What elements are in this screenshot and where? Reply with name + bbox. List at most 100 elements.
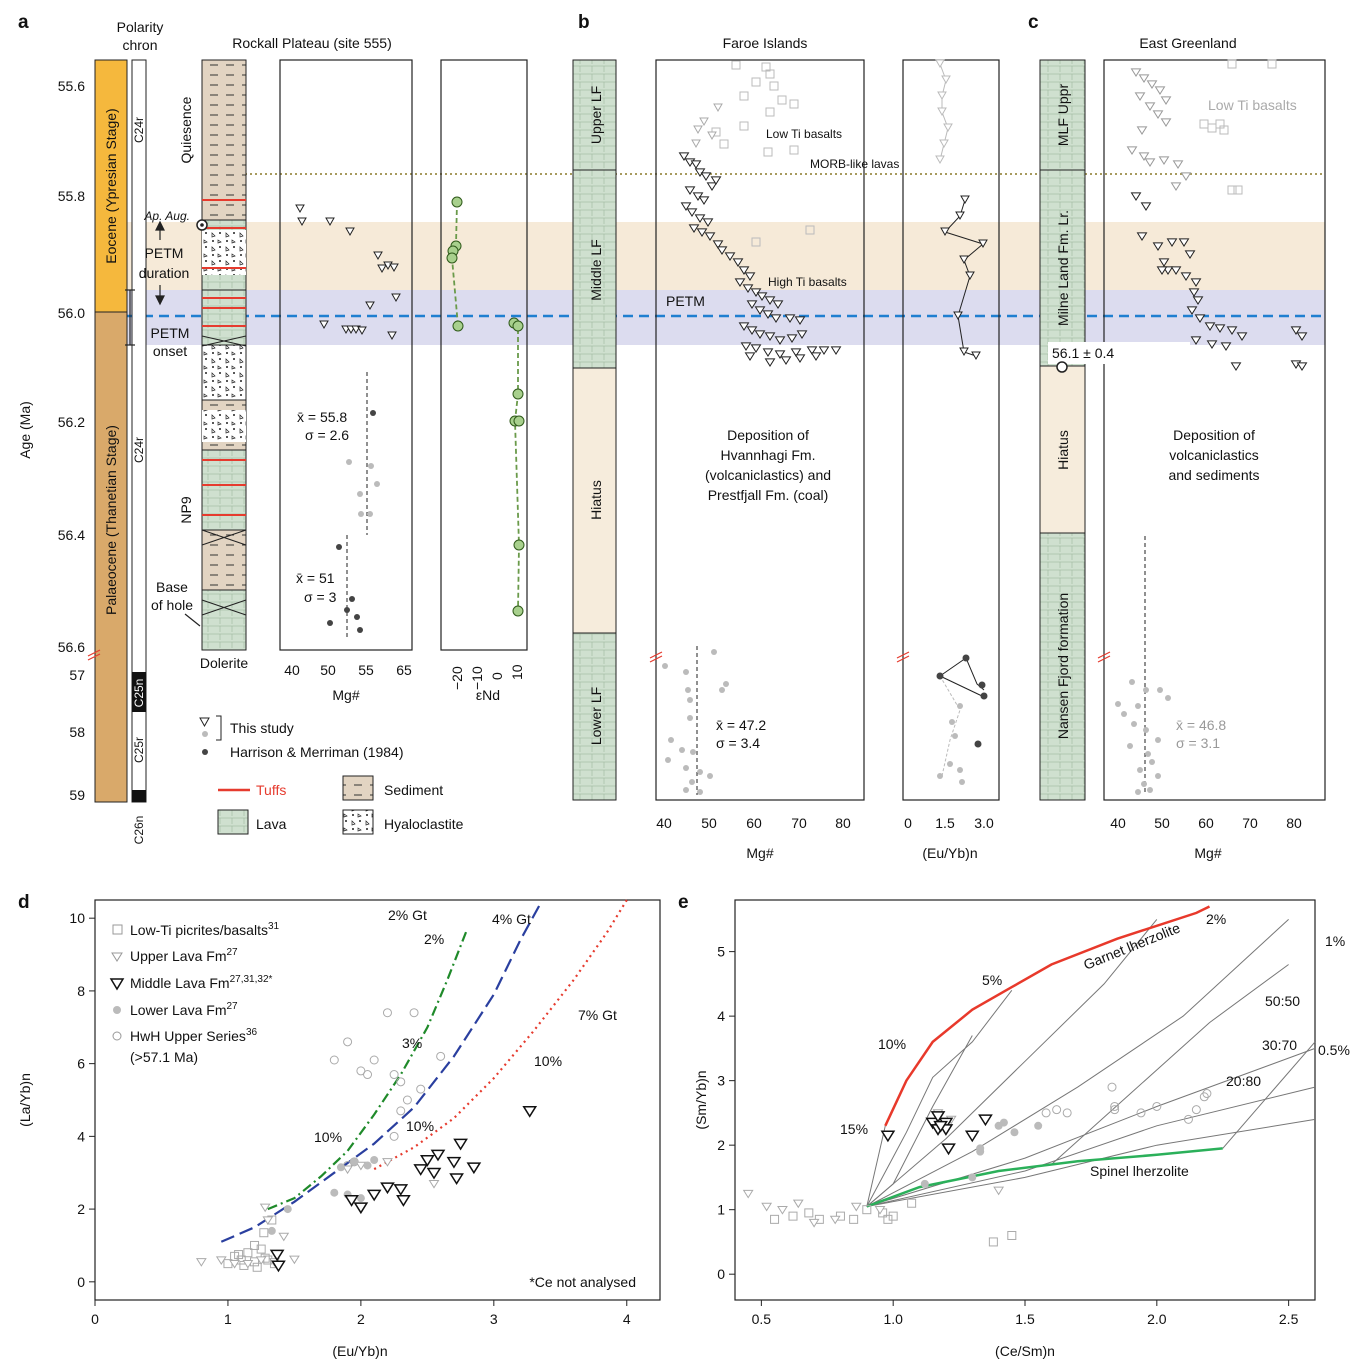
petm-arrows	[125, 220, 165, 346]
e-label-3070: 30:70	[1262, 1037, 1297, 1053]
d-upper-point	[195, 1258, 207, 1267]
palaeocene-label: Palaeocene (Thanetian Stage)	[103, 425, 119, 615]
d-curve-gt2	[267, 928, 469, 1211]
end-tick-10: 10	[509, 664, 525, 680]
faroe-mid-tri	[706, 182, 718, 191]
d-hwh-point	[382, 1008, 392, 1018]
faroe-mid-tri	[774, 350, 786, 359]
e-grid-line	[866, 1035, 973, 1207]
legend-d-middle: Middle Lava Fm27,31,32*	[130, 974, 273, 991]
e-spinel-curve	[866, 1147, 1223, 1208]
chron-c25n: C25n	[132, 679, 146, 708]
greenland-column: MLF Uppr Milne Land Fm. Lr. Hiatus Nanse…	[1039, 59, 1086, 801]
e-hwh-point	[1199, 1092, 1209, 1102]
e-grid-line	[1051, 964, 1289, 1165]
legend-d-upper: Upper Lava Fm27	[130, 947, 238, 964]
d-lower-point	[350, 1157, 359, 1166]
greenland-lower-dots	[1115, 679, 1171, 795]
gl-upper-tri	[1160, 96, 1172, 105]
chron-c25r: C25r	[132, 737, 146, 763]
d-upper-point	[262, 1216, 274, 1225]
e-hwh-point	[1107, 1082, 1117, 1092]
faroe-mid-tri	[796, 330, 808, 339]
rockall-mg-xlabel: Mg#	[332, 687, 359, 703]
faroe-mid-tri	[764, 358, 776, 367]
panel-letter-e: e	[678, 892, 689, 913]
end-tick-0: 0	[489, 672, 505, 680]
end-point	[513, 539, 525, 551]
e-label-p1: 1%	[1325, 933, 1345, 949]
rockall-dot-dark	[354, 614, 360, 620]
ap-aug-label: Ap. Aug.	[143, 209, 190, 223]
gl-age: 56.1 ± 0.4	[1052, 345, 1114, 361]
d-middle-point	[271, 1260, 286, 1273]
faroe-sq	[789, 145, 799, 155]
e-hwh-point	[1183, 1114, 1193, 1124]
gl-upper-tri	[1138, 74, 1150, 83]
rockall-dot-grey	[367, 511, 373, 517]
euyb-tick-30: 3.0	[974, 815, 994, 831]
rockall-tri	[365, 301, 375, 311]
rockall-dot-dark	[336, 544, 342, 550]
d-ytick: 8	[77, 983, 85, 999]
gl-upper-tri	[1144, 158, 1156, 167]
gl-lower-tri	[1180, 272, 1192, 281]
d-label-gt2: 2% Gt	[388, 907, 427, 923]
faroe-stat-1: x̄ = 47.2	[716, 717, 766, 733]
gl-lower-tri	[1230, 362, 1242, 371]
rockall-tri	[297, 217, 307, 227]
header-greenland: East Greenland	[1139, 35, 1236, 51]
faroe-sq	[763, 147, 773, 157]
age-tick-56.2: 56.2	[58, 414, 85, 430]
end-point	[446, 252, 458, 264]
d-upper-point	[242, 1259, 254, 1269]
faroe-mid-tri	[762, 310, 774, 319]
d-curve-gt7	[373, 899, 628, 1171]
gl-age-marker	[1056, 361, 1068, 373]
panel-letter-a: a	[18, 12, 29, 33]
faroe-stat-2: σ = 3.4	[716, 735, 760, 751]
euyb-xlabel: (Eu/Yb)n	[922, 845, 977, 861]
faroe-mid-tri	[790, 348, 802, 357]
gl-lower-tri	[1204, 322, 1216, 331]
d-middle-point	[344, 1195, 359, 1207]
faroe-mid-tri	[780, 356, 792, 365]
faroe-mid-tri	[756, 292, 768, 301]
d-hwh-point	[409, 1008, 419, 1018]
gl-lower-tri	[1192, 296, 1204, 305]
gl-upper-tri	[1180, 172, 1192, 181]
e-garnet-curve	[884, 905, 1211, 1127]
e-label-p05: 0.5%	[1318, 1042, 1350, 1058]
e-label-p2: 2%	[1206, 911, 1226, 927]
rockall-tri	[387, 331, 397, 341]
d-ytick: 10	[69, 910, 85, 926]
faroe-mid-tri	[686, 208, 698, 217]
faroe-mid-tri	[750, 344, 762, 353]
gl-upper-tri	[1152, 110, 1164, 119]
age-tick-56.6: 56.6	[58, 639, 85, 655]
e-lowti-point	[788, 1211, 798, 1221]
gl-upper-tri	[1138, 152, 1150, 161]
rockall-litho-column	[196, 59, 247, 651]
rockall-tri	[357, 326, 367, 336]
rockall-dot-dark	[344, 607, 350, 613]
gl-mg-tick-70: 70	[1242, 815, 1258, 831]
gl-lower-tri	[1166, 238, 1178, 247]
e-hwh-point	[1191, 1105, 1201, 1115]
faroe-mg-panel: 40 50 60 70 80 Mg# Low Ti basalts MORB-l…	[649, 59, 899, 861]
faroe-mid-tri	[700, 172, 712, 181]
e-upper-point	[850, 1202, 862, 1212]
faroe-mid-tri	[810, 352, 822, 361]
age-axis-label: Age (Ma)	[17, 401, 33, 459]
eocene-label: Eocene (Ypresian Stage)	[103, 108, 119, 263]
end-point	[512, 605, 524, 617]
gl-lower-tri	[1226, 326, 1238, 335]
faroe-dep-4: Prestfjall Fm. (coal)	[708, 487, 829, 503]
faroe-sq	[739, 91, 749, 101]
d-upper-point	[259, 1203, 271, 1213]
gl-low-ti: Low Ti basalts	[1208, 97, 1297, 113]
d-hwh-point	[396, 1106, 406, 1116]
legend-this-study: This study	[230, 720, 294, 736]
gl-upper-tri	[1146, 80, 1158, 89]
faroe-petm: PETM	[666, 293, 705, 309]
